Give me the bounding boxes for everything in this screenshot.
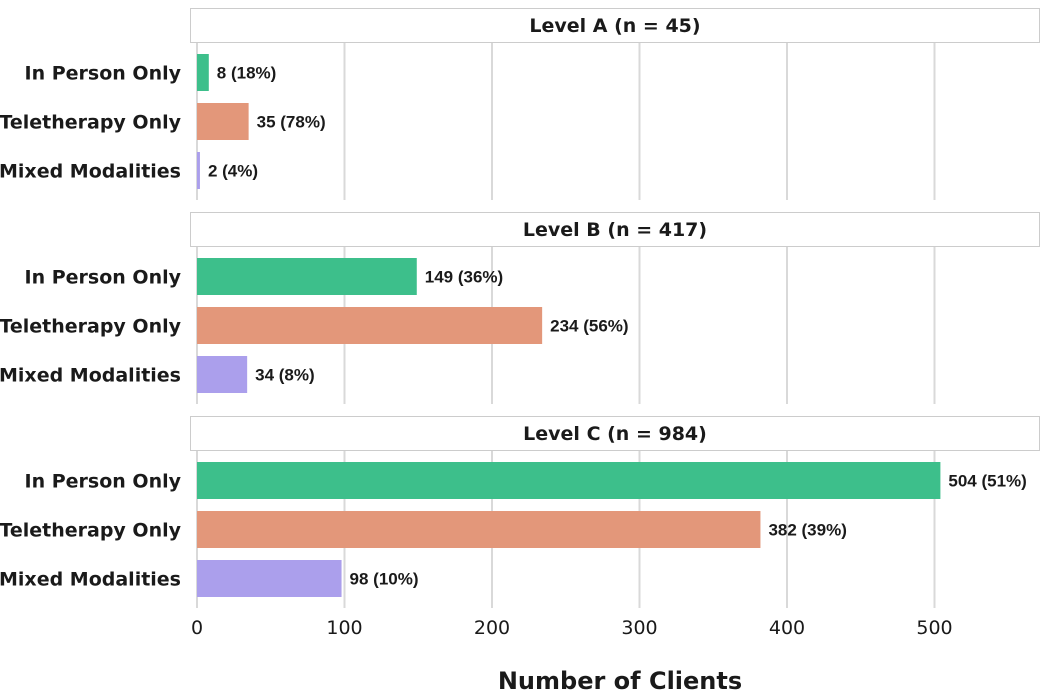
data-label: 8 (18%)	[217, 64, 277, 83]
data-label: 504 (51%)	[948, 472, 1026, 491]
data-label: 149 (36%)	[425, 268, 503, 287]
bar	[197, 560, 342, 597]
data-label: 234 (56%)	[550, 317, 628, 336]
panel-title: Level A (n = 45)	[529, 15, 700, 37]
bar	[197, 511, 761, 548]
category-label: Mixed Modalities	[0, 569, 181, 591]
data-label: 34 (8%)	[255, 366, 315, 385]
category-label: In Person Only	[25, 471, 182, 493]
panel-strip	[190, 8, 1040, 43]
category-label: Mixed Modalities	[0, 161, 181, 183]
category-label: In Person Only	[25, 63, 182, 85]
bar	[197, 54, 209, 91]
panel-title: Level B (n = 417)	[523, 219, 707, 241]
category-label: In Person Only	[25, 267, 182, 289]
x-tick-label: 200	[474, 617, 510, 639]
bar	[197, 462, 941, 499]
category-label: Teletherapy Only	[0, 316, 182, 338]
category-label: Teletherapy Only	[0, 112, 182, 134]
category-label: Mixed Modalities	[0, 365, 181, 387]
bar	[197, 103, 249, 140]
chart-panels: Level A (n = 45) In Person Only 8 (18%) Tel…	[0, 8, 1040, 608]
x-tick-label: 300	[621, 617, 657, 639]
data-label: 2 (4%)	[208, 162, 258, 181]
panel-2: Level B (n = 417) In Person Only 149 (36%)…	[0, 212, 1040, 404]
category-label: Teletherapy Only	[0, 520, 182, 542]
x-tick-label: 400	[769, 617, 805, 639]
data-label: 98 (10%)	[350, 570, 419, 589]
bar	[197, 356, 248, 393]
data-label: 382 (39%)	[768, 521, 846, 540]
panel-title: Level C (n = 984)	[523, 423, 707, 445]
bar	[197, 152, 200, 189]
panel-strip	[190, 212, 1040, 247]
x-axis-ticks: 0 100 200 300 400 500	[191, 617, 953, 639]
x-tick-label: 0	[191, 617, 203, 639]
bar	[197, 307, 543, 344]
panel-3: Level C (n = 984) In Person Only 504 (51%)…	[0, 416, 1040, 608]
x-tick-label: 100	[326, 617, 362, 639]
bar	[197, 258, 417, 295]
panel-1: Level A (n = 45) In Person Only 8 (18%) Tel…	[0, 8, 1040, 200]
x-axis-title: Number of Clients	[498, 667, 742, 693]
data-label: 35 (78%)	[257, 113, 326, 132]
panel-strip	[190, 416, 1040, 451]
x-tick-label: 500	[916, 617, 952, 639]
